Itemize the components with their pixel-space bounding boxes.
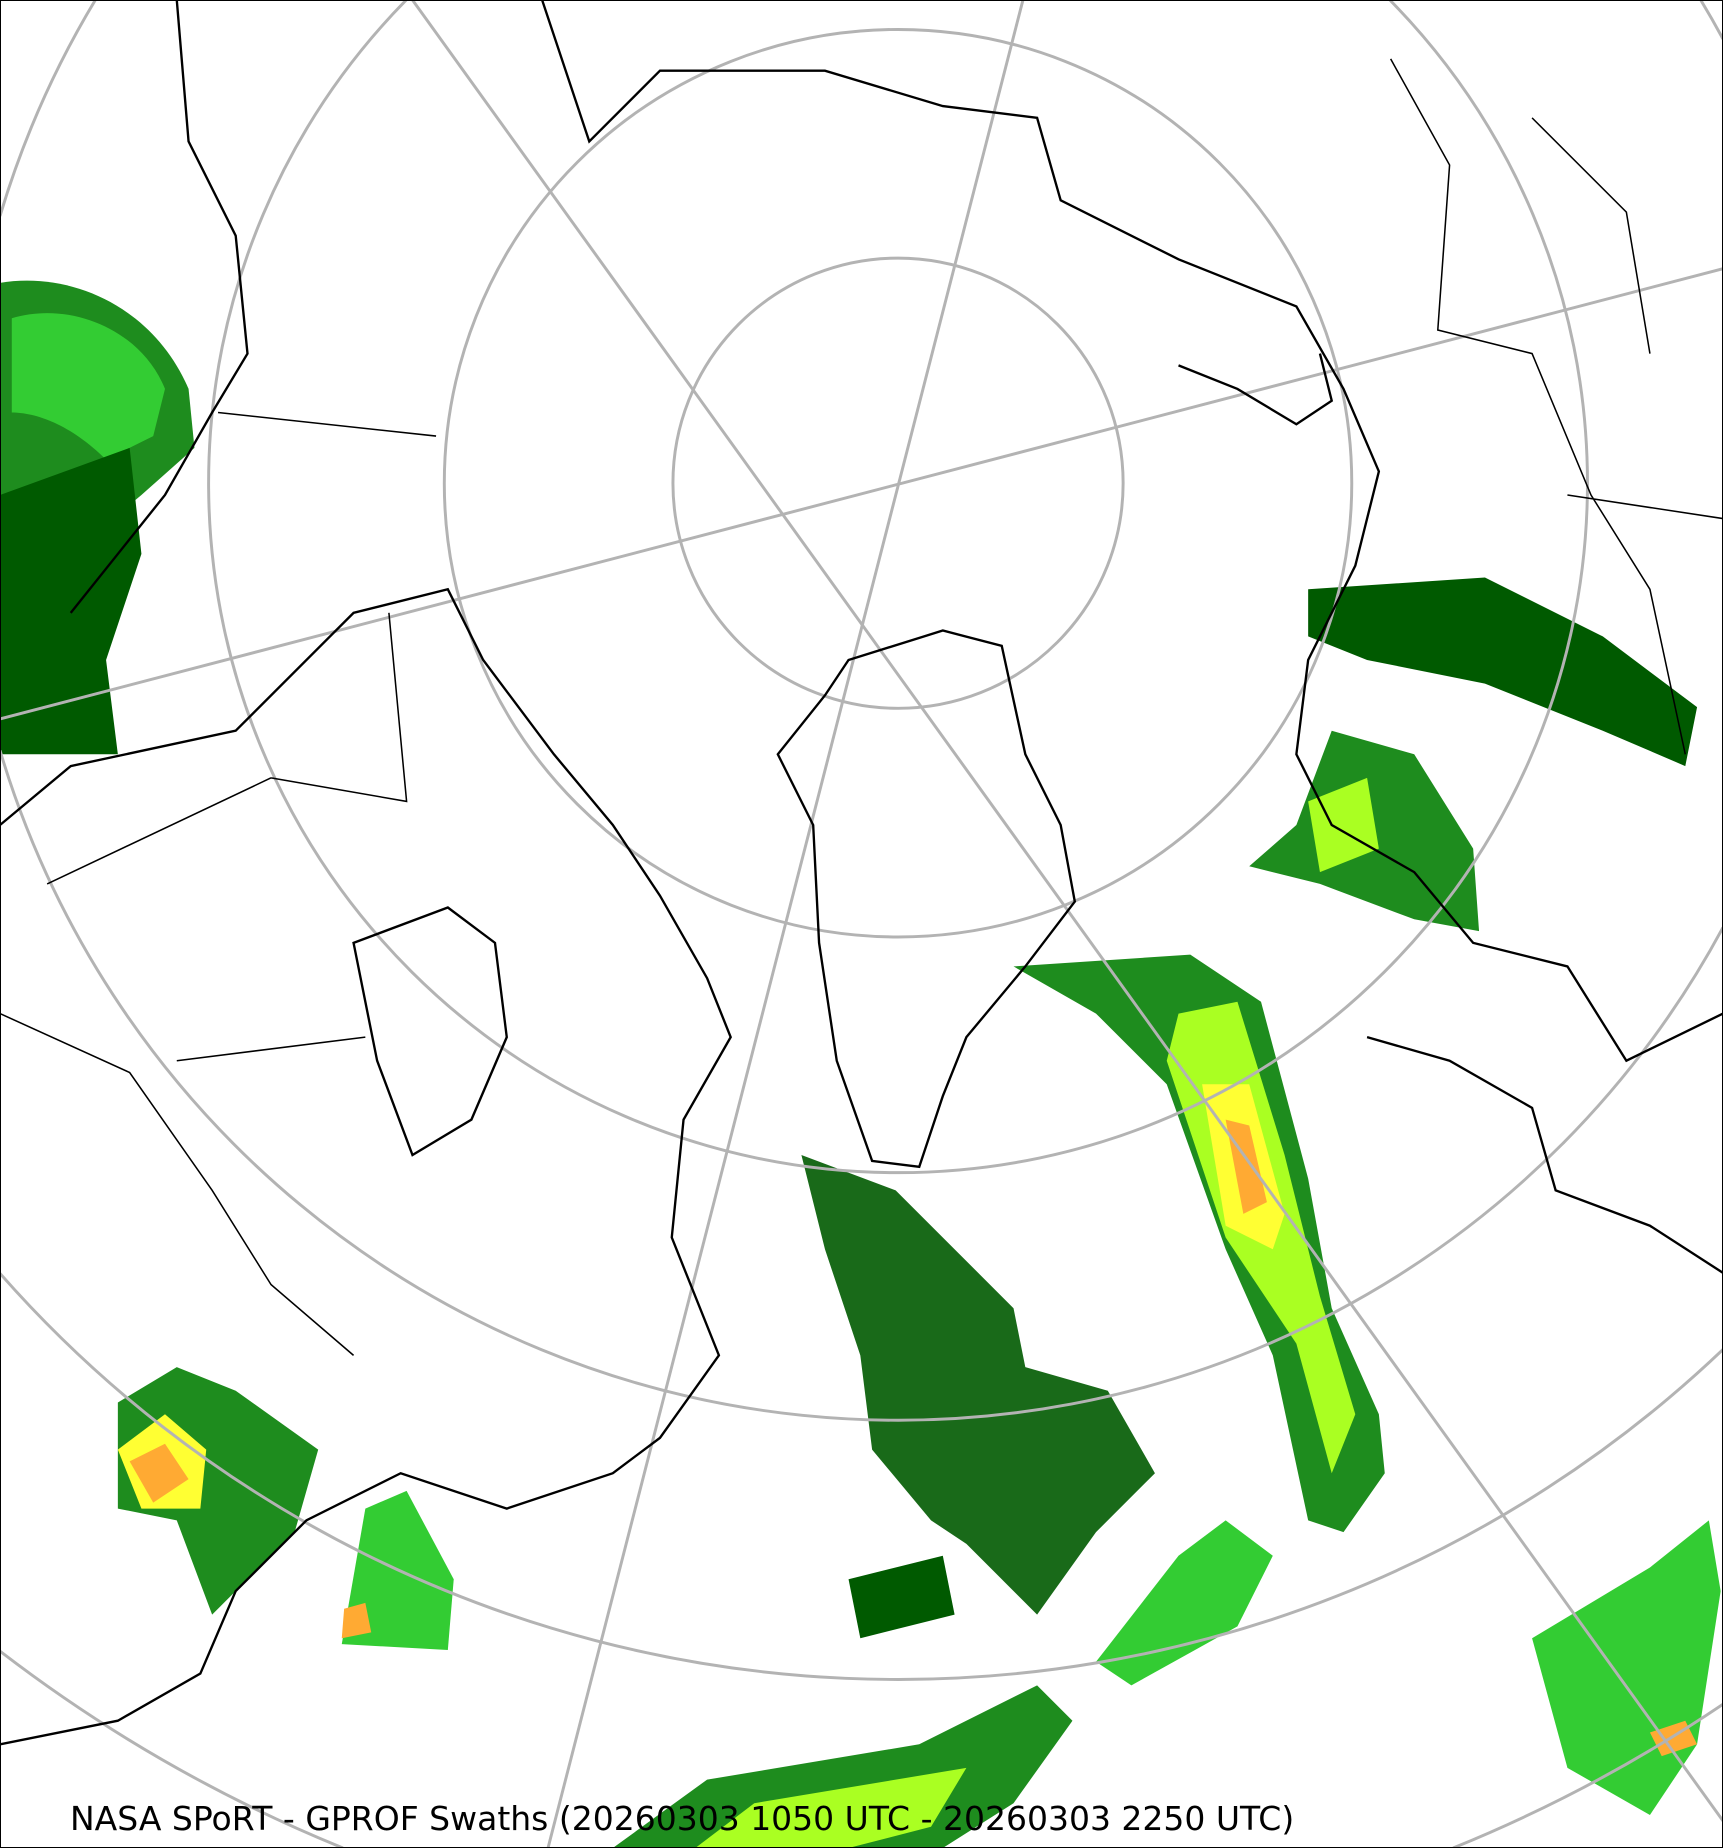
meridian-line: [546, 0, 1025, 1848]
map-caption: NASA SPoRT - GPROF Swaths (20260303 1050…: [70, 1799, 1295, 1838]
precip-great-lakes-hot: [129, 1443, 189, 1503]
canada-province-border: [176, 1036, 366, 1062]
greenland-coast: [776, 629, 1077, 1169]
precip-labrador-sea-south: [848, 1555, 955, 1639]
precip-east-coast-core: [341, 1602, 372, 1639]
precip-mid-atlantic: [1096, 1520, 1273, 1686]
north-america-coast: [0, 587, 732, 1746]
hudson-bay-coast: [352, 906, 508, 1157]
precip-swaths: [0, 280, 1721, 1848]
precip-atlantic-band: [1013, 954, 1385, 1533]
coastlines: [0, 0, 1723, 1746]
eurasia-coast: [541, 0, 1723, 1063]
precip-southeast: [1532, 1520, 1721, 1815]
canada-us-border: [0, 1012, 355, 1356]
scandinavia-coast: [1178, 353, 1334, 426]
latitude-circle-40: [0, 1272, 1723, 1681]
iberia-africa-coast: [1366, 1036, 1723, 1274]
latitude-circle-80: [671, 256, 1125, 710]
meridian-line: [0, 267, 1723, 721]
precip-south-band-core: [695, 1767, 967, 1848]
latitude-circle-70: [442, 27, 1354, 939]
alaska-canada-border: [217, 411, 437, 437]
canada-province-border: [270, 612, 408, 803]
precip-cyclone-core: [11, 313, 165, 460]
latitude-circle-60: [207, 0, 1589, 1175]
precip-labrador-sea-swath: [801, 1155, 1155, 1615]
canada-province-border: [46, 777, 272, 885]
precip-europe-north: [1308, 577, 1698, 767]
precip-west-coast: [0, 447, 142, 755]
latitude-circle-30: [0, 1650, 1723, 1848]
political-borders: [0, 58, 1723, 1356]
europe-borders: [1389, 58, 1723, 755]
precip-europe-west-core: [1308, 777, 1379, 873]
alaska-coast: [69, 0, 249, 614]
precip-south-band: [612, 1685, 1073, 1848]
